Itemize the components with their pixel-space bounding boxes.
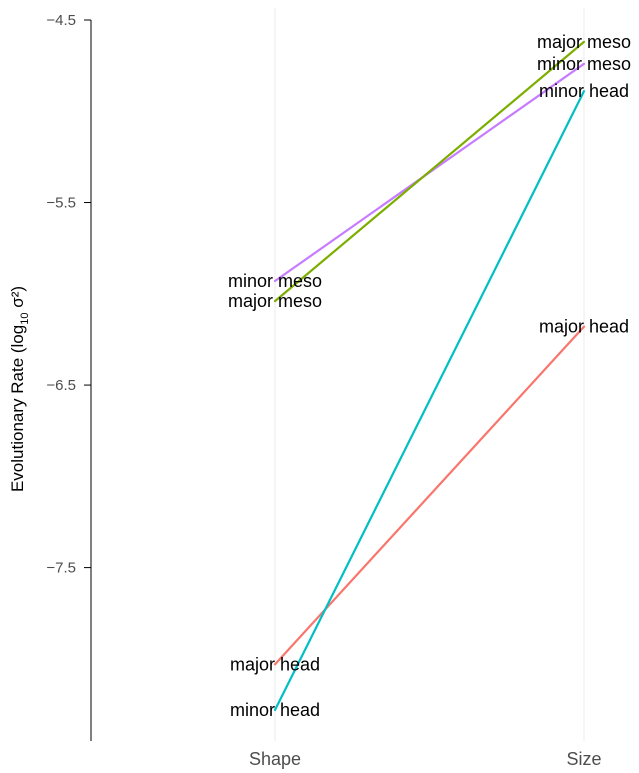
series-line-major-head (273, 325, 586, 666)
point-label: minor head (539, 81, 629, 101)
series-lines (273, 40, 586, 712)
point-labels: major head major head minor meso minor meso… (228, 32, 631, 720)
point-label: major meso (228, 291, 322, 311)
point-label: minor meso (228, 271, 322, 291)
series-line-major-meso (273, 40, 586, 303)
y-tick-label: −4.5 (46, 12, 76, 29)
point-label: major head (230, 654, 320, 674)
series-line-minor-head (273, 90, 586, 712)
y-axis-label: Evolutionary Rate (log10 σ²) (8, 286, 31, 492)
point-label: major head (539, 317, 629, 337)
x-tick-label: Shape (249, 749, 301, 769)
y-tick-label: −7.5 (46, 560, 76, 577)
x-tick-labels: Shape Size (249, 749, 602, 769)
point-label: minor meso (537, 54, 631, 74)
y-tick-label: −5.5 (46, 195, 76, 212)
point-label: major meso (537, 32, 631, 52)
y-ticks: −4.5 −5.5 −6.5 −7.5 (46, 12, 91, 577)
x-tick-label: Size (566, 749, 601, 769)
point-label: minor head (230, 700, 320, 720)
grid-lines (274, 8, 585, 741)
y-tick-label: −6.5 (46, 377, 76, 394)
